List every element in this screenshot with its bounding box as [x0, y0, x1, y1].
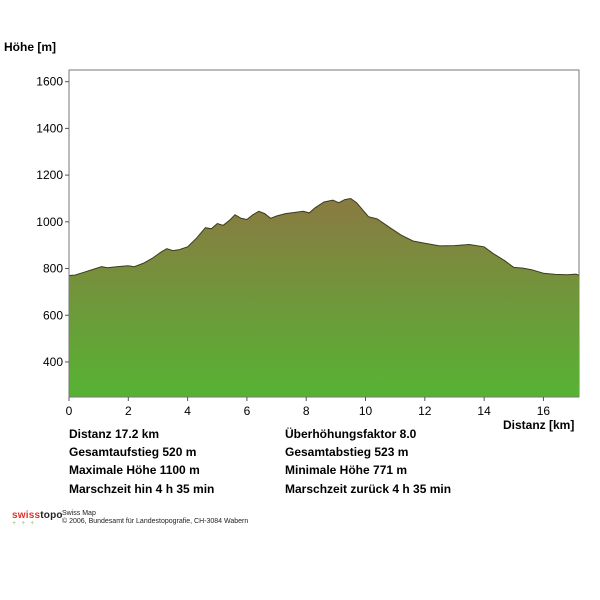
- stat-descent: Gesamtabstieg 523 m: [285, 445, 409, 459]
- elevation-line: [68, 197, 580, 276]
- stat-ascent: Gesamtaufstieg 520 m: [69, 445, 197, 459]
- stat-time-out: Marschzeit hin 4 h 35 min: [69, 482, 215, 496]
- y-tick-label: 1600: [36, 75, 63, 89]
- x-tick-label: 10: [359, 404, 373, 418]
- logo-dots-decoration: +++: [12, 520, 40, 527]
- x-tick-label: 4: [184, 404, 191, 418]
- stat-distance: Distanz 17.2 km: [69, 427, 160, 441]
- y-tick-label: 600: [43, 308, 63, 322]
- y-tick-label: 400: [43, 355, 63, 369]
- stat-max-height: Maximale Höhe 1100 m: [69, 463, 200, 477]
- y-tick-label: 800: [43, 262, 63, 276]
- y-tick-label: 1400: [36, 121, 63, 135]
- x-tick-label: 6: [244, 404, 251, 418]
- x-tick-label: 12: [418, 404, 432, 418]
- x-tick-label: 14: [477, 404, 491, 418]
- stat-time-back: Marschzeit zurück 4 h 35 min: [285, 482, 452, 496]
- y-axis-label: Höhe [m]: [4, 40, 56, 54]
- x-tick-label: 2: [125, 404, 132, 418]
- product-name: Swiss Map: [62, 510, 96, 517]
- x-tick-label: 8: [303, 404, 310, 418]
- x-tick-label: 16: [537, 404, 551, 418]
- y-tick-label: 1000: [36, 215, 63, 229]
- y-tick-label: 1200: [36, 168, 63, 182]
- swisstopo-logo: swisstopo: [12, 510, 63, 521]
- x-axis-label: Distanz [km]: [503, 418, 575, 432]
- copyright-text: © 2006, Bundesamt für Landestopografie, …: [62, 518, 249, 525]
- stat-exaggeration: Überhöhungsfaktor 8.0: [285, 427, 417, 441]
- stat-min-height: Minimale Höhe 771 m: [285, 463, 408, 477]
- x-tick-label: 0: [66, 404, 73, 418]
- elevation-area: [69, 198, 579, 397]
